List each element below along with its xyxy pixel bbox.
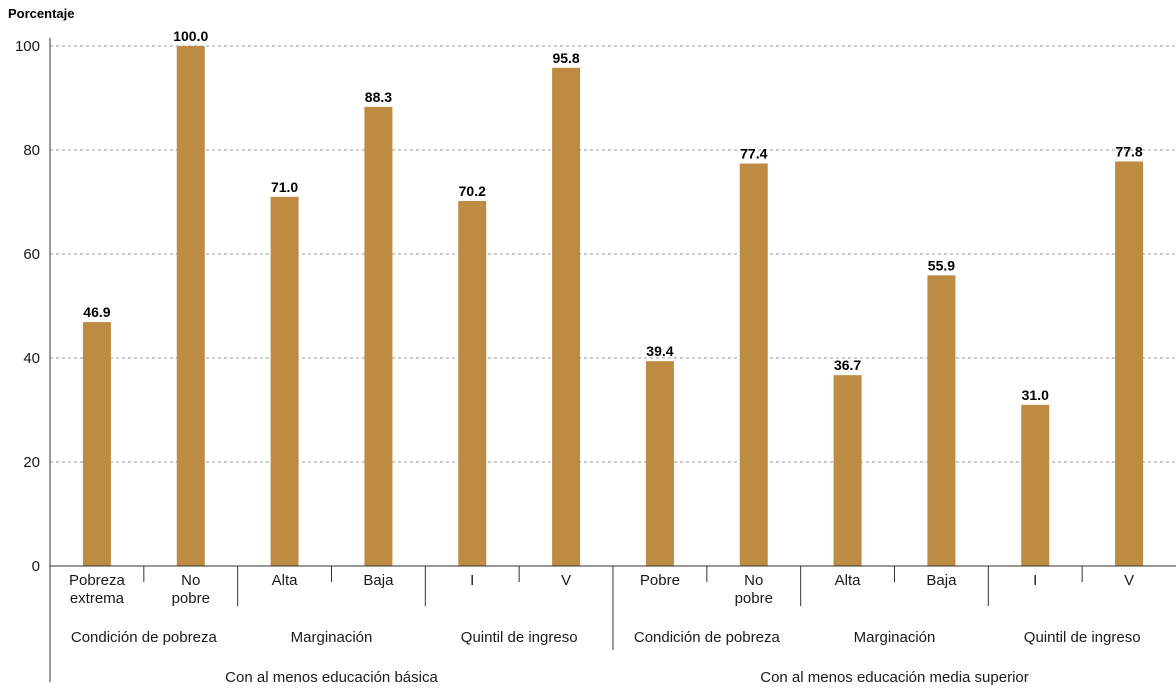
y-axis-ticks: 0 20 40 60 80 100 — [15, 38, 40, 575]
data-label: 55.9 — [928, 257, 955, 273]
supergroup-label: Con al menos educación media superior — [760, 669, 1028, 686]
x-axis — [49, 565, 1176, 682]
group-label: Quintil de ingreso — [461, 629, 578, 646]
category-label: Alta — [835, 572, 862, 589]
data-label: 77.4 — [740, 146, 767, 162]
bar — [645, 361, 674, 566]
bar — [1021, 404, 1050, 566]
category-label: extrema — [70, 590, 125, 607]
category-label: Baja — [363, 572, 394, 589]
bar — [833, 375, 862, 566]
category-label: Baja — [926, 572, 957, 589]
data-label: 70.2 — [459, 183, 486, 199]
category-label: pobre — [172, 590, 210, 607]
y-tick-label: 20 — [23, 454, 40, 471]
category-label: Alta — [272, 572, 299, 589]
bar — [176, 46, 205, 566]
data-label: 36.7 — [834, 357, 861, 373]
data-label: 46.9 — [83, 304, 110, 320]
group-label: Marginación — [854, 629, 936, 646]
bar — [739, 163, 768, 566]
y-axis-label: Porcentaje — [8, 6, 74, 21]
bar — [82, 322, 111, 566]
bar — [270, 196, 299, 567]
category-label: I — [470, 572, 474, 589]
data-labels: 46.9 100.0 71.0 88.3 70.2 95.8 39.4 77.4 36.7 55.… — [83, 28, 1143, 403]
data-label: 31.0 — [1022, 387, 1049, 403]
category-label: V — [561, 572, 571, 589]
y-tick-label: 0 — [32, 558, 40, 575]
category-label: Pobre — [640, 572, 680, 589]
category-label: V — [1124, 572, 1134, 589]
bar — [927, 275, 956, 566]
data-label: 100.0 — [173, 28, 208, 44]
gridlines — [49, 38, 1176, 566]
group-label: Condición de pobreza — [71, 629, 218, 646]
data-label: 88.3 — [365, 89, 392, 105]
data-label: 95.8 — [552, 50, 579, 66]
category-label: No — [744, 572, 763, 589]
group-label: Marginación — [291, 629, 373, 646]
group-labels-level2: Condición de pobreza Marginación Quintil d… — [71, 629, 1141, 646]
y-tick-label: 100 — [15, 38, 40, 55]
bar — [458, 200, 487, 566]
category-label: Pobreza — [69, 572, 126, 589]
group-label: Quintil de ingreso — [1024, 629, 1141, 646]
category-label: I — [1033, 572, 1037, 589]
data-label: 71.0 — [271, 179, 298, 195]
category-label: pobre — [735, 590, 773, 607]
bar — [1115, 161, 1144, 566]
y-tick-label: 80 — [23, 142, 40, 159]
bars — [82, 46, 1144, 567]
y-tick-label: 60 — [23, 246, 40, 263]
supergroup-label: Con al menos educación básica — [225, 669, 438, 686]
bar — [364, 106, 393, 566]
group-label: Condición de pobreza — [634, 629, 781, 646]
data-label: 39.4 — [646, 343, 673, 359]
data-label: 77.8 — [1115, 143, 1142, 159]
bar — [552, 67, 581, 566]
category-label: No — [181, 572, 200, 589]
y-tick-label: 40 — [23, 350, 40, 367]
group-labels-level1: Con al menos educación básica Con al meno… — [225, 669, 1029, 686]
